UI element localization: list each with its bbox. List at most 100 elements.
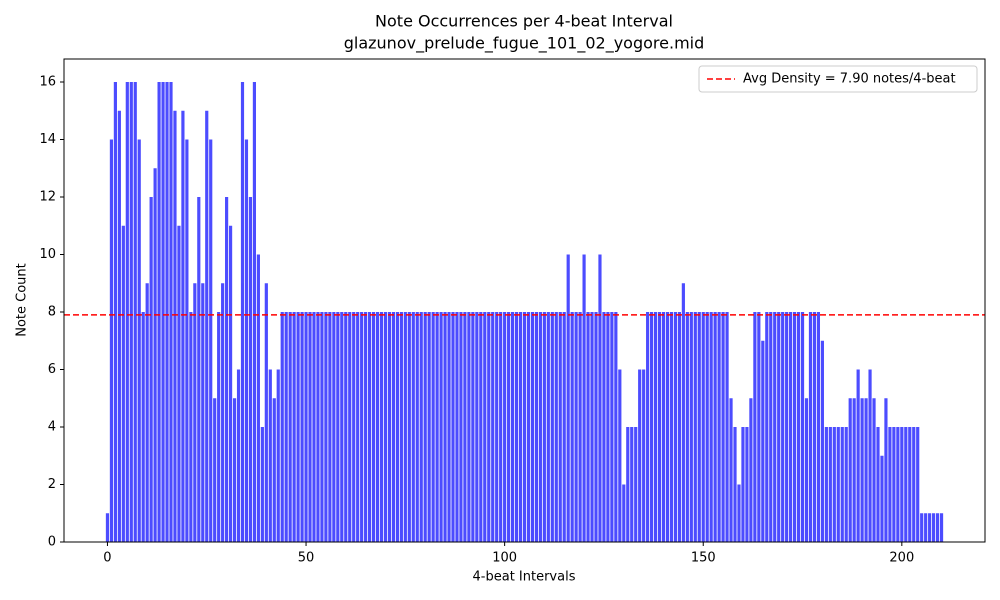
bar [932,513,936,542]
bar [340,312,344,542]
bar [888,427,892,542]
bar [558,312,562,542]
bar [598,254,602,542]
y-tick-label: 8 [48,305,56,320]
bar [284,312,288,542]
bar [268,369,272,542]
bar [900,427,904,542]
y-tick-label: 6 [48,362,56,377]
bar [352,312,356,542]
bar [586,312,590,542]
bar [729,398,733,542]
y-tick-label: 12 [39,190,56,205]
bar [765,312,769,542]
bar [487,312,491,542]
bar [447,312,451,542]
bar [590,312,594,542]
bar [673,312,678,542]
bar [836,427,840,542]
bar [610,312,614,542]
bar [550,312,554,542]
bar [236,369,241,542]
chart-title: Note Occurrences per 4-beat Interval [375,12,673,31]
bar [368,312,372,542]
bar [375,312,380,542]
legend [698,65,978,93]
bar [459,312,463,542]
bar [661,312,666,542]
bar [844,427,848,542]
bar [594,312,598,542]
bar [463,312,467,542]
bar [792,312,797,542]
bar [332,312,336,542]
bar [507,312,511,542]
bar [514,312,519,542]
bar [530,312,535,542]
bar [769,312,773,542]
bar [137,139,141,542]
bar [709,312,713,542]
bar [618,369,622,542]
bar [491,312,495,542]
bar [892,427,896,542]
bar [622,484,626,542]
bar [562,312,566,542]
bar [228,225,233,542]
bar [920,513,924,542]
bar [578,312,582,542]
bar [113,82,117,542]
x-tick-label: 0 [103,551,111,566]
bar [495,312,499,542]
bar [856,369,860,542]
bar [832,427,836,542]
bar [777,312,781,542]
bar [411,312,415,542]
bar [653,312,658,542]
bar [205,110,209,542]
bar [697,312,701,542]
bar [646,312,650,542]
bar [761,340,765,542]
bar [189,312,193,542]
bar [360,312,364,542]
bar [745,427,749,542]
bar [387,312,392,542]
bar [606,312,610,542]
bar [423,312,427,542]
bar [928,513,932,542]
bar [725,312,729,542]
bar [419,312,423,542]
bar [781,312,785,542]
bar [312,312,316,542]
bar [570,312,574,542]
bar [804,398,809,542]
bar [427,312,431,542]
bar [371,312,376,542]
bar [534,312,539,542]
bar [800,312,805,542]
bar [574,312,578,542]
chart-subtitle: glazunov_prelude_fugue_101_02_yogore.mid [344,34,705,54]
bar [272,398,276,542]
y-tick-label: 0 [48,535,56,550]
bar [741,427,745,542]
bar [852,398,856,542]
bar [455,312,459,542]
bar [582,254,586,542]
bar [642,369,646,542]
bar [451,312,455,542]
bar [912,427,916,542]
x-tick-label: 50 [298,551,315,566]
bar [304,312,308,542]
bar [141,312,145,542]
bar [296,312,300,542]
bar [221,283,225,542]
bar [276,369,280,542]
y-tick-label: 2 [48,477,56,492]
bar [240,82,245,542]
bar [499,312,503,542]
bar [880,455,884,542]
bar [522,312,527,542]
bar [864,398,868,542]
